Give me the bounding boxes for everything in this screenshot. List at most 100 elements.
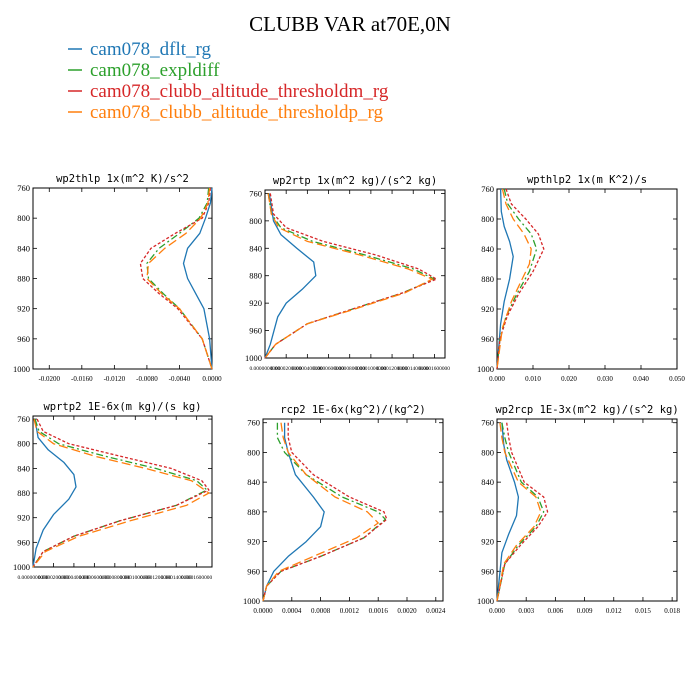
series-line-3 bbox=[264, 193, 438, 359]
x-tick-label: 0.018 bbox=[664, 607, 680, 615]
legend-label-dflt: cam078_dflt_rg bbox=[90, 39, 212, 60]
series-line-1 bbox=[262, 422, 325, 602]
panel-title: wprtp2 1E-6x(m kg)/(s kg) bbox=[43, 401, 201, 413]
panel-3: wpthlp2 1x(m K^2)/s 760 800 840 880 920 960 100… bbox=[477, 174, 685, 383]
y-tick-label: 920 bbox=[247, 537, 260, 547]
x-tick-label: 0.0000000000 bbox=[18, 575, 49, 581]
y-tick-label: 1000 bbox=[243, 596, 260, 606]
figure-title: CLUBB VAR at70E,0N bbox=[249, 12, 451, 36]
x-tick-label: 0.003 bbox=[518, 607, 534, 615]
x-tick-label: 0.0000600000 bbox=[313, 366, 344, 372]
series-line-4 bbox=[496, 188, 532, 370]
y-tick-label: 880 bbox=[481, 507, 494, 517]
x-tick-label: 0.050 bbox=[669, 375, 685, 383]
plot-frame bbox=[262, 418, 444, 602]
x-tick-label: -0.0120 bbox=[104, 375, 126, 383]
x-tick-label: 0.0001200000 bbox=[377, 366, 408, 372]
y-tick-label: 800 bbox=[481, 447, 494, 457]
panel-title: wp2thlp 1x(m^2 K)/s^2 bbox=[56, 173, 189, 185]
x-tick-label: 0.0000600000 bbox=[79, 575, 110, 581]
panel-5: rcp2 1E-6x(kg^2)/(kg^2) 760 800 840 880 920 96… bbox=[243, 404, 446, 615]
series-line-1 bbox=[32, 418, 77, 568]
y-tick-label: 1000 bbox=[13, 364, 30, 374]
x-tick-label: 0.0000800000 bbox=[334, 366, 365, 372]
x-tick-label: 0.000 bbox=[489, 607, 505, 615]
y-tick-label: 960 bbox=[17, 537, 30, 547]
x-tick-label: 0.0001400000 bbox=[161, 575, 192, 581]
x-tick-label: 0.0001200000 bbox=[140, 575, 171, 581]
series-line-2 bbox=[496, 422, 545, 602]
y-tick-label: 760 bbox=[247, 418, 260, 428]
series-line-3 bbox=[496, 422, 549, 602]
x-tick-label: 0.000 bbox=[489, 375, 505, 383]
y-tick-label: 920 bbox=[481, 537, 494, 547]
x-tick-label: 0.0000200000 bbox=[38, 575, 69, 581]
series-line-1 bbox=[496, 188, 514, 370]
series-line-4 bbox=[32, 418, 210, 568]
y-tick-label: 880 bbox=[17, 274, 30, 284]
series-line-3 bbox=[139, 187, 213, 370]
x-tick-label: 0.020 bbox=[561, 375, 577, 383]
x-tick-label: 0.040 bbox=[633, 375, 649, 383]
x-tick-label: 0.0000 bbox=[202, 375, 222, 383]
x-tick-label: 0.0000000000 bbox=[250, 366, 281, 372]
x-tick-label: 0.012 bbox=[606, 607, 622, 615]
x-tick-label: 0.006 bbox=[548, 607, 564, 615]
y-tick-label: 840 bbox=[247, 477, 260, 487]
x-tick-label: -0.0080 bbox=[136, 375, 158, 383]
series-line-4 bbox=[146, 187, 213, 370]
y-tick-label: 760 bbox=[249, 188, 262, 198]
y-tick-label: 800 bbox=[481, 214, 494, 224]
y-tick-label: 840 bbox=[17, 463, 30, 473]
legend: cam078_dflt_rg cam078_expldiff cam078_cl… bbox=[68, 39, 389, 123]
legend-label-thresholdm: cam078_clubb_altitude_thresholdm_rg bbox=[90, 81, 389, 102]
panel-4: wprtp2 1E-6x(m kg)/(s kg) 760 800 840 880 920… bbox=[13, 401, 213, 581]
y-tick-label: 920 bbox=[17, 513, 30, 523]
panel-title: wp2rtp 1x(m^2 kg)/(s^2 kg) bbox=[273, 175, 437, 187]
y-tick-label: 1000 bbox=[245, 353, 262, 363]
x-tick-label: 0.0024 bbox=[426, 607, 446, 615]
plot-frame bbox=[496, 188, 678, 370]
series-line-3 bbox=[32, 418, 210, 568]
panel-6: wp2rcp 1E-3x(m^2 kg)/(s^2 kg)760 800 840 88… bbox=[477, 404, 681, 615]
x-tick-label: -0.0160 bbox=[71, 375, 93, 383]
x-tick-label: 0.0000400000 bbox=[292, 366, 323, 372]
y-tick-label: 920 bbox=[249, 298, 262, 308]
x-tick-label: 0.015 bbox=[635, 607, 651, 615]
series-line-2 bbox=[264, 193, 436, 359]
series-line-1 bbox=[182, 187, 213, 370]
y-tick-label: 840 bbox=[481, 477, 494, 487]
series-line-3 bbox=[262, 422, 388, 602]
y-tick-label: 760 bbox=[17, 414, 30, 424]
series-line-4 bbox=[264, 193, 433, 359]
y-tick-label: 840 bbox=[17, 243, 30, 253]
legend-label-thresholdp: cam078_clubb_altitude_thresholdp_rg bbox=[90, 102, 384, 123]
series-line-2 bbox=[496, 188, 538, 370]
x-tick-label: 0.010 bbox=[525, 375, 541, 383]
x-tick-label: 0.0001600000 bbox=[419, 366, 450, 372]
x-tick-label: -0.0040 bbox=[169, 375, 191, 383]
y-tick-label: 840 bbox=[249, 243, 262, 253]
y-tick-label: 960 bbox=[481, 566, 494, 576]
y-tick-label: 840 bbox=[481, 244, 494, 254]
y-tick-label: 760 bbox=[481, 184, 494, 194]
y-tick-label: 920 bbox=[481, 304, 494, 314]
x-tick-label: 0.0008 bbox=[311, 607, 331, 615]
y-tick-label: 760 bbox=[481, 418, 494, 428]
y-tick-label: 880 bbox=[481, 274, 494, 284]
y-tick-label: 800 bbox=[249, 216, 262, 226]
x-tick-label: 0.0001000000 bbox=[355, 366, 386, 372]
x-tick-label: 0.0000 bbox=[253, 607, 273, 615]
x-tick-label: 0.009 bbox=[577, 607, 593, 615]
y-tick-label: 960 bbox=[481, 334, 494, 344]
y-tick-label: 800 bbox=[247, 447, 260, 457]
y-tick-label: 960 bbox=[249, 326, 262, 336]
y-tick-label: 800 bbox=[17, 213, 30, 223]
y-tick-label: 960 bbox=[247, 566, 260, 576]
panels: wp2thlp 1x(m^2 K)/s^2 760 800 840 880 920 960 1… bbox=[13, 173, 685, 615]
x-tick-label: 0.0000800000 bbox=[99, 575, 130, 581]
x-tick-label: 0.0000200000 bbox=[271, 366, 302, 372]
y-tick-label: 1000 bbox=[13, 562, 30, 572]
panel-title: wp2rcp 1E-3x(m^2 kg)/(s^2 kg) bbox=[495, 404, 678, 416]
